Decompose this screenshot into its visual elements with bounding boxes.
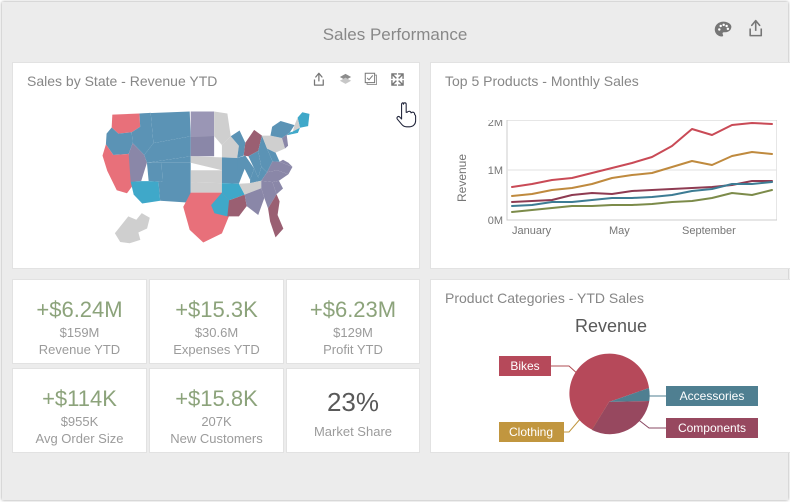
svg-text:2M: 2M xyxy=(488,120,503,129)
svg-text:Clothing: Clothing xyxy=(509,425,553,439)
svg-text:Bikes: Bikes xyxy=(510,359,539,373)
svg-text:May: May xyxy=(609,225,630,237)
svg-text:September: September xyxy=(682,225,736,237)
svg-text:1M: 1M xyxy=(488,165,503,177)
svg-text:January: January xyxy=(512,225,552,237)
svg-text:0M: 0M xyxy=(488,215,503,227)
svg-text:Accessories: Accessories xyxy=(680,389,745,403)
svg-text:Components: Components xyxy=(678,421,746,435)
